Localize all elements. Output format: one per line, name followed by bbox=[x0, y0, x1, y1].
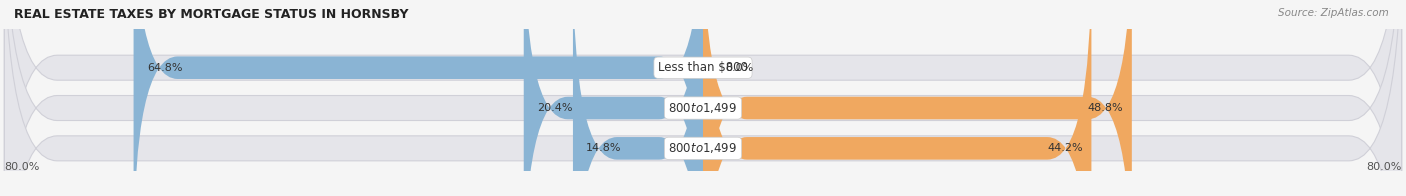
FancyBboxPatch shape bbox=[703, 0, 1132, 196]
FancyBboxPatch shape bbox=[524, 0, 703, 196]
Text: $800 to $1,499: $800 to $1,499 bbox=[668, 101, 738, 115]
Text: 48.8%: 48.8% bbox=[1087, 103, 1123, 113]
FancyBboxPatch shape bbox=[4, 0, 1402, 196]
FancyBboxPatch shape bbox=[134, 0, 703, 196]
FancyBboxPatch shape bbox=[4, 0, 1402, 196]
Text: 14.8%: 14.8% bbox=[586, 143, 621, 153]
Text: 20.4%: 20.4% bbox=[537, 103, 572, 113]
Text: 44.2%: 44.2% bbox=[1047, 143, 1083, 153]
Text: $800 to $1,499: $800 to $1,499 bbox=[668, 141, 738, 155]
Text: Source: ZipAtlas.com: Source: ZipAtlas.com bbox=[1278, 8, 1389, 18]
FancyBboxPatch shape bbox=[574, 0, 703, 196]
Text: 0.0%: 0.0% bbox=[725, 63, 754, 73]
FancyBboxPatch shape bbox=[4, 0, 1402, 196]
Text: 64.8%: 64.8% bbox=[146, 63, 183, 73]
FancyBboxPatch shape bbox=[703, 0, 1091, 196]
Text: 80.0%: 80.0% bbox=[4, 162, 39, 172]
Text: Less than $800: Less than $800 bbox=[658, 61, 748, 74]
Text: REAL ESTATE TAXES BY MORTGAGE STATUS IN HORNSBY: REAL ESTATE TAXES BY MORTGAGE STATUS IN … bbox=[14, 8, 409, 21]
Text: 80.0%: 80.0% bbox=[1367, 162, 1402, 172]
